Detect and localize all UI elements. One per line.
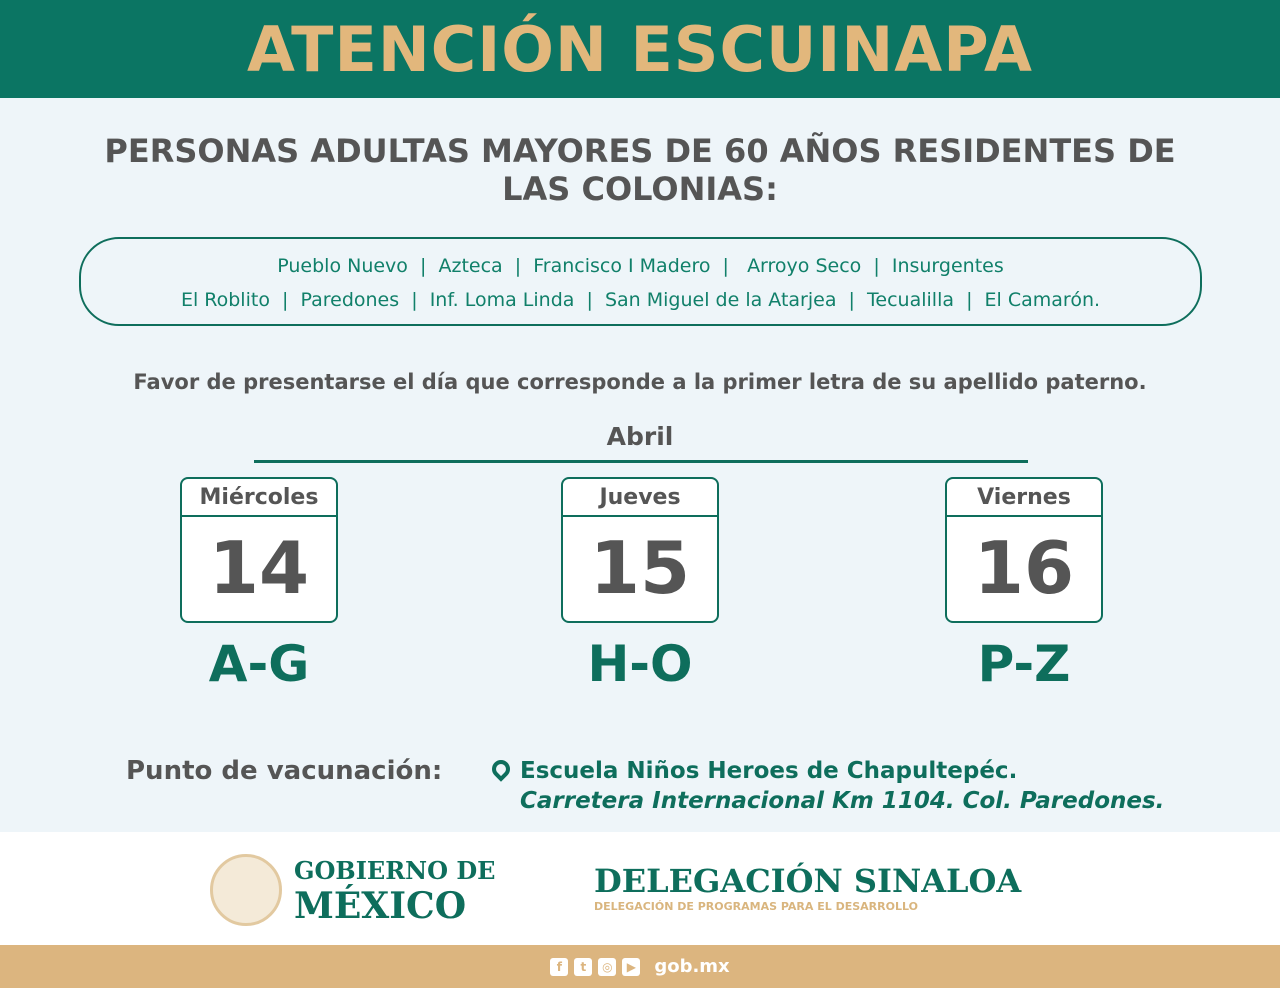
- day-name: Jueves: [563, 479, 717, 517]
- youtube-icon[interactable]: ▶: [622, 957, 641, 976]
- gobierno-logo: GOBIERNO DE MÉXICO: [294, 856, 495, 927]
- day-number: 14: [208, 526, 310, 610]
- day-name: Miércoles: [182, 479, 336, 517]
- delegacion-title: DELEGACIÓN SINALOA: [594, 862, 1022, 900]
- place-name: Escuela Niños Heroes de Chapultepéc.: [520, 758, 1018, 784]
- subtitle-post: RESIDENTES DE: [881, 132, 1176, 170]
- letter-range: H-O: [587, 635, 693, 693]
- colonias-box: Pueblo Nuevo | Azteca | Francisco I Made…: [79, 237, 1202, 326]
- colonias-line1: Pueblo Nuevo | Azteca | Francisco I Made…: [277, 255, 1004, 277]
- subtitle-pre: PERSONAS: [104, 132, 311, 170]
- gob-line2: MÉXICO: [294, 885, 467, 927]
- vaccination-point-label: Punto de vacunación:: [126, 756, 443, 786]
- month-label: Abril: [606, 422, 674, 451]
- header-banner: ATENCIÓN ESCUINAPA: [0, 0, 1280, 98]
- day-number: 16: [973, 526, 1075, 610]
- social-band: f t ◎ ▶ gob.mx: [0, 945, 1280, 988]
- day-card: Jueves 15 H-O: [561, 477, 719, 693]
- calendar-icon: Viernes 16: [945, 477, 1103, 623]
- divider: [254, 460, 1028, 463]
- location-pin-icon: [488, 756, 514, 782]
- day-card: Viernes 16 P-Z: [945, 477, 1103, 693]
- gob-line1: GOBIERNO DE: [294, 856, 496, 885]
- facebook-icon[interactable]: f: [550, 957, 569, 976]
- letter-range: P-Z: [977, 635, 1071, 693]
- delegacion-subtitle: DELEGACIÓN DE PROGRAMAS PARA EL DESARROL…: [594, 900, 918, 913]
- instruction-note: Favor de presentarse el día que correspo…: [133, 370, 1147, 394]
- calendar-icon: Miércoles 14: [180, 477, 338, 623]
- subtitle-line2: LAS COLONIAS:: [502, 170, 778, 208]
- subtitle-bold: ADULTAS MAYORES DE 60 AÑOS: [310, 132, 882, 170]
- calendar-icon: Jueves 15: [561, 477, 719, 623]
- instagram-icon[interactable]: ◎: [598, 957, 617, 976]
- colonias-line2: El Roblito | Paredones | Inf. Loma Linda…: [180, 289, 1101, 311]
- day-name: Viernes: [947, 479, 1101, 517]
- website-link[interactable]: gob.mx: [654, 956, 730, 977]
- street-address: Carretera Internacional Km 1104. Col. Pa…: [520, 788, 1165, 814]
- subtitle: PERSONAS ADULTAS MAYORES DE 60 AÑOS RESI…: [0, 132, 1280, 208]
- day-card: Miércoles 14 A-G: [180, 477, 338, 693]
- mexico-seal-icon: [210, 854, 282, 926]
- day-number: 15: [589, 526, 691, 610]
- vaccination-address: Escuela Niños Heroes de Chapultepéc. Carr…: [488, 756, 1165, 814]
- footer: GOBIERNO DE MÉXICO DELEGACIÓN SINALOA DEL…: [0, 832, 1280, 945]
- title: ATENCIÓN ESCUINAPA: [247, 12, 1033, 86]
- letter-range: A-G: [208, 635, 310, 693]
- twitter-icon[interactable]: t: [574, 957, 593, 976]
